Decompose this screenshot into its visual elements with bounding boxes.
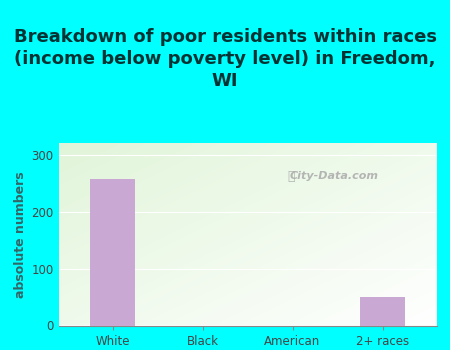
Bar — [90, 179, 135, 326]
Bar — [360, 297, 405, 326]
Text: ⓘ: ⓘ — [287, 170, 295, 183]
Text: Breakdown of poor residents within races
(income below poverty level) in Freedom: Breakdown of poor residents within races… — [14, 28, 436, 90]
Text: City-Data.com: City-Data.com — [290, 171, 379, 181]
Y-axis label: absolute numbers: absolute numbers — [14, 171, 27, 298]
